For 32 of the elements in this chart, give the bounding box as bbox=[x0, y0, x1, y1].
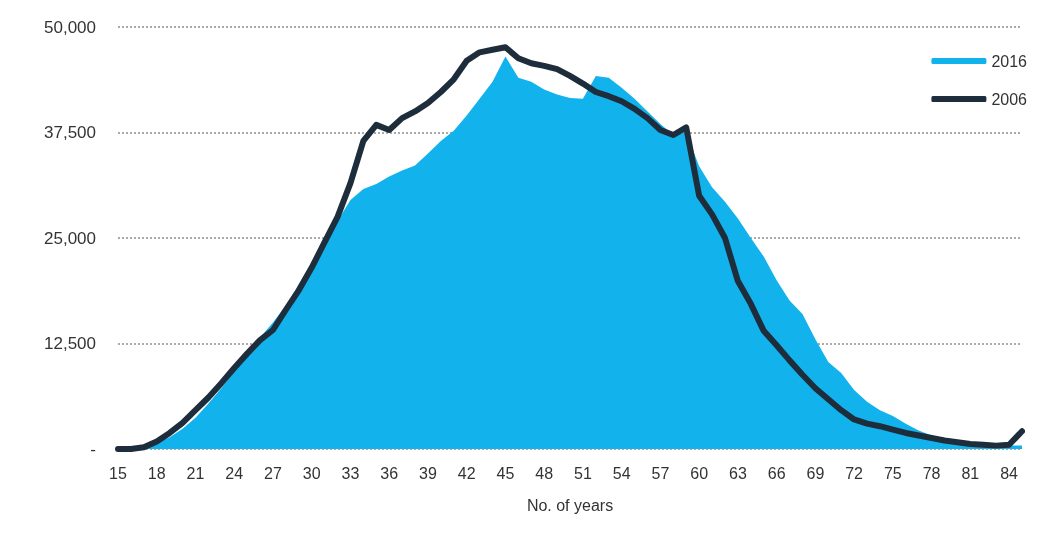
y-tick-label: 25,000 bbox=[44, 228, 96, 248]
x-tick-label: 48 bbox=[535, 464, 554, 482]
x-tick-label: 84 bbox=[1000, 464, 1019, 482]
legend-label: 2016 bbox=[991, 52, 1028, 70]
x-tick-label: 45 bbox=[496, 464, 515, 482]
x-tick-label: 69 bbox=[806, 464, 825, 482]
x-tick-label: 36 bbox=[380, 464, 399, 482]
x-tick-label: 18 bbox=[147, 464, 166, 482]
y-tick-label: - bbox=[90, 439, 96, 459]
x-tick-label: 39 bbox=[419, 464, 437, 482]
x-tick-label: 27 bbox=[264, 464, 282, 482]
legend-label: 2006 bbox=[991, 90, 1028, 108]
x-tick-label: 24 bbox=[225, 464, 244, 482]
x-tick-label: 21 bbox=[186, 464, 205, 482]
x-tick-label: 60 bbox=[690, 464, 709, 482]
x-axis-title: No. of years bbox=[526, 496, 614, 514]
x-tick-label: 75 bbox=[883, 464, 902, 482]
x-tick-label: 78 bbox=[922, 464, 941, 482]
x-tick-label: 51 bbox=[574, 464, 592, 482]
x-tick-label: 15 bbox=[109, 464, 127, 482]
x-tick-label: 72 bbox=[845, 464, 864, 482]
y-tick-label: 12,500 bbox=[44, 334, 96, 353]
x-tick-label: 42 bbox=[457, 464, 476, 482]
y-tick-label: 50,000 bbox=[44, 17, 96, 37]
x-tick-label: 81 bbox=[961, 464, 980, 482]
x-tick-label: 57 bbox=[651, 464, 670, 482]
y-tick-label: 37,500 bbox=[44, 123, 96, 142]
x-tick-label: 66 bbox=[767, 464, 786, 482]
x-tick-label: 54 bbox=[612, 464, 631, 482]
x-tick-label: 33 bbox=[341, 464, 360, 482]
x-tick-label: 30 bbox=[302, 464, 321, 482]
x-tick-label: 63 bbox=[728, 464, 747, 482]
